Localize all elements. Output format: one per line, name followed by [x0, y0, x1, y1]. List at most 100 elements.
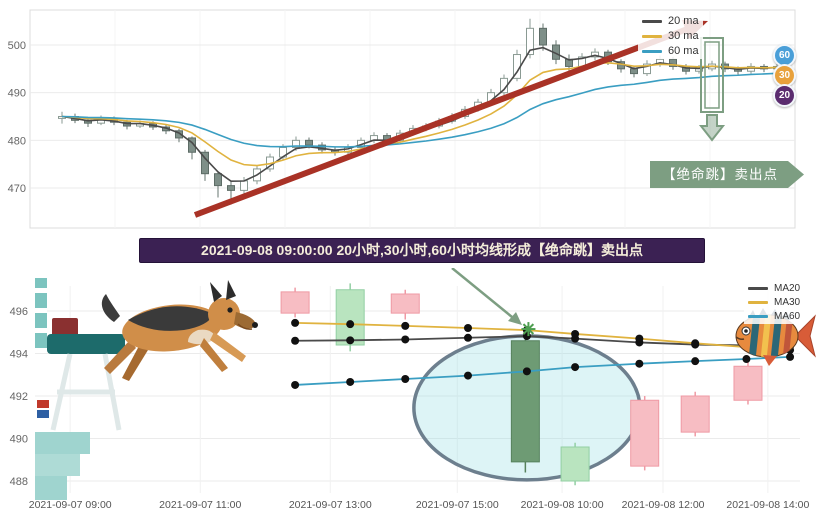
- ma20-line-swatch: [642, 19, 662, 23]
- red-block: [52, 318, 78, 336]
- signal-star: [522, 323, 535, 335]
- ma-period-badges: 60 30 20: [773, 44, 796, 107]
- candle-body: [335, 289, 365, 346]
- sell-point-flag: 【绝命跳】卖出点: [650, 161, 804, 188]
- pole-stripe: [35, 288, 47, 293]
- dog-muzzle: [234, 312, 257, 329]
- dog-hind-leg: [122, 344, 148, 381]
- ma-dot: [742, 355, 751, 364]
- ma-dot: [522, 367, 531, 376]
- candle-body: [292, 139, 300, 148]
- legend-label-ma30: MA30: [774, 297, 801, 308]
- fish-mouth: [735, 336, 745, 340]
- pole-stripe: [35, 328, 47, 333]
- ma-dot: [346, 320, 355, 329]
- dog-ear: [226, 280, 236, 300]
- candle-body: [214, 173, 222, 187]
- legend-item-60ma[interactable]: 60 ma: [642, 45, 699, 57]
- ma-dot: [401, 321, 410, 330]
- ma-dot: [401, 375, 410, 383]
- dog-eye: [227, 307, 233, 313]
- banner-connector-arrowhead: [508, 312, 522, 325]
- dog-front-leg: [200, 338, 228, 372]
- y-axis-tick: 488: [10, 476, 28, 488]
- x-axis-tick: 2021-09-08 12:00: [622, 499, 705, 511]
- x-axis-tick: 2021-09-07 09:00: [29, 499, 112, 511]
- legend-label-20ma: 20 ma: [668, 15, 699, 27]
- candle-body: [733, 365, 763, 401]
- ma-dot: [291, 380, 300, 389]
- diving-board: [47, 334, 125, 354]
- flag-red: [37, 400, 49, 408]
- ma-line: [61, 62, 778, 167]
- ma30-line-swatch: [642, 34, 662, 38]
- x-axis-tick: 2021-09-08 10:00: [521, 499, 604, 511]
- candle-body: [669, 58, 677, 67]
- ma-line: [61, 72, 778, 148]
- highlight-box-inner: [704, 41, 720, 109]
- ma60-line-swatch: [642, 49, 662, 53]
- x-axis-tick: 2021-09-07 15:00: [416, 499, 499, 511]
- candle-body: [539, 27, 547, 46]
- y-axis-tick: 494: [10, 349, 28, 361]
- y-axis-tick: 480: [8, 135, 26, 147]
- dog-chest: [188, 329, 216, 345]
- dog-front-leg: [210, 332, 246, 362]
- ma-dot: [291, 318, 300, 327]
- candle-body: [630, 68, 638, 75]
- candle-body: [643, 63, 651, 75]
- pool-step: [35, 476, 67, 500]
- flag-blue: [37, 410, 49, 418]
- ma60-line-swatch: [748, 315, 768, 318]
- dog-hind-leg: [104, 340, 136, 374]
- legend-label-30ma: 30 ma: [668, 30, 699, 42]
- ma-dot: [691, 339, 700, 348]
- legend-label-ma60: MA60: [774, 311, 801, 322]
- candle-body: [630, 399, 660, 467]
- legend-item-20ma[interactable]: 20 ma: [642, 15, 699, 27]
- ma-dot: [786, 352, 795, 361]
- legend-item-ma20[interactable]: MA20: [748, 283, 800, 294]
- ma-dot: [346, 377, 355, 386]
- ma-dot: [691, 357, 700, 366]
- pool-step: [35, 432, 90, 454]
- candle-body: [680, 395, 710, 433]
- fish-belly-fin: [763, 355, 777, 366]
- bottom-chart-legend: MA20 MA30 MA60: [744, 281, 805, 324]
- candle-body: [240, 180, 248, 191]
- fish-tail: [794, 314, 816, 358]
- legend-label-60ma: 60 ma: [668, 45, 699, 57]
- ma20-badge: 20: [773, 84, 796, 107]
- candle-body: [188, 137, 196, 153]
- x-axis-tick: 2021-09-07 13:00: [289, 499, 372, 511]
- y-axis-tick: 496: [10, 306, 28, 318]
- ma-dot: [346, 336, 355, 345]
- decorative-illustrations: [35, 278, 816, 500]
- pole-stripe: [35, 308, 47, 313]
- highlight-box-outer: [700, 37, 724, 113]
- candle-body: [280, 291, 310, 314]
- y-axis-tick: 490: [8, 88, 26, 100]
- candle-body: [227, 185, 235, 191]
- legend-item-30ma[interactable]: 30 ma: [642, 30, 699, 42]
- ma-line-ma30: [295, 322, 791, 351]
- dog-mouth: [237, 323, 253, 330]
- dog-ear: [210, 282, 222, 302]
- candle-body: [305, 139, 313, 146]
- ma-dot: [401, 335, 410, 344]
- signal-banner: 2021-09-08 09:00:00 20小时,30小时,60小时均线形成【绝…: [139, 238, 705, 263]
- ma-dot: [571, 363, 580, 372]
- pool-step: [35, 454, 80, 476]
- dog-illustration: [101, 280, 258, 381]
- banner-connector-arrow: [451, 268, 513, 318]
- x-axis-tick: 2021-09-07 11:00: [159, 499, 241, 511]
- fish-pupil: [744, 329, 748, 333]
- candle-body: [510, 340, 540, 463]
- legend-item-ma60[interactable]: MA60: [748, 311, 800, 322]
- top-chart-legend: 20 ma 30 ma 60 ma: [638, 13, 703, 59]
- candle-body: [390, 293, 420, 314]
- y-axis-tick: 492: [10, 391, 28, 403]
- ma-dot: [463, 333, 472, 342]
- legend-item-ma30[interactable]: MA30: [748, 297, 800, 308]
